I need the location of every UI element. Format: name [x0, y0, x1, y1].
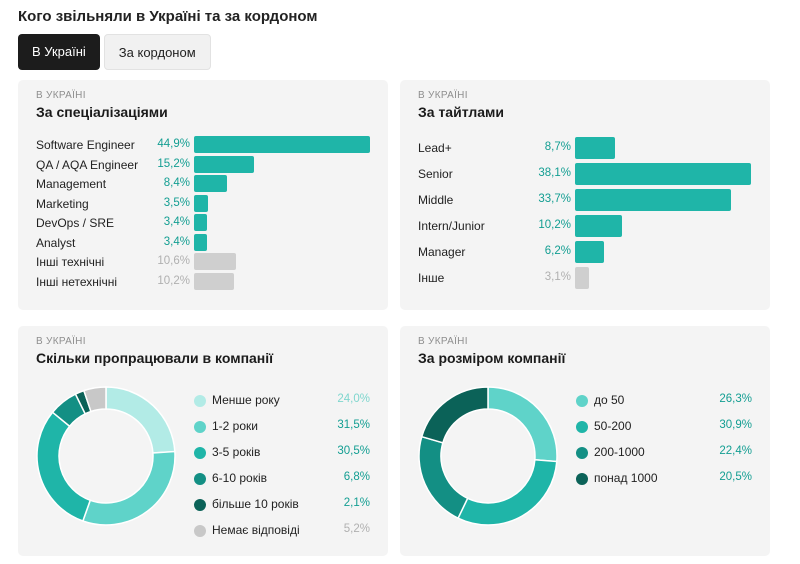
tab-abroad[interactable]: За кордоном [103, 34, 211, 70]
bar [575, 215, 623, 237]
card-title: За спеціалізаціями [36, 104, 168, 120]
legend-value: 20,5% [719, 471, 752, 483]
legend-value: 30,9% [719, 419, 752, 431]
bar [194, 272, 234, 290]
bar-label: Analyst [36, 235, 76, 250]
company-size-card: В Україні За розміром компанії до 50 26,3… [400, 326, 770, 556]
bar-label: Інше [418, 271, 445, 285]
bar [194, 233, 208, 251]
bar [575, 137, 616, 159]
bar [194, 253, 236, 270]
bar-value-label: 15,2% [157, 157, 190, 170]
titles-card: В Україні За тайтлами Lead+ 8,7% Senior 38,… [400, 80, 770, 310]
bar-label: Intern/Junior [418, 219, 485, 233]
donut-slice [36, 411, 92, 522]
legend-value: 5,2% [343, 523, 370, 535]
legend-label: до 50 [594, 393, 625, 407]
bar [194, 136, 370, 153]
card-title: За тайтлами [418, 104, 505, 120]
legend-swatch [576, 473, 588, 485]
bar-value-label: 3,4% [163, 235, 190, 248]
donut-slice [420, 386, 489, 444]
bar [194, 175, 227, 192]
legend-value: 22,4% [719, 445, 752, 457]
bar-label: Marketing [36, 196, 89, 211]
bar-value-label: 10,2% [157, 274, 190, 287]
legend-value: 24,0% [337, 393, 370, 405]
bar-label: DevOps / SRE [36, 216, 115, 230]
legend-value: 2,1% [343, 497, 370, 509]
donut-slice [487, 386, 558, 463]
legend-swatch [194, 421, 206, 433]
card-kicker: В Україні [36, 90, 86, 101]
bar [194, 194, 208, 212]
bar [575, 241, 604, 263]
legend-swatch [194, 395, 206, 407]
bar-label: QA / AQA Engineer [36, 157, 139, 172]
bar-value-label: 44,9% [157, 138, 190, 150]
donut-slice [457, 458, 558, 526]
legend-label: 200-1000 [594, 445, 645, 459]
region-tabs: В Україні За кордоном [18, 34, 211, 70]
legend-value: 6,8% [343, 471, 370, 483]
legend-label: 50-200 [594, 419, 632, 433]
bar-label: Senior [418, 167, 453, 181]
bar-value-label: 8,4% [163, 177, 190, 189]
bar-label: Middle [418, 193, 454, 207]
card-kicker: В Україні [418, 90, 468, 101]
bar [194, 155, 254, 173]
legend-swatch [576, 447, 588, 459]
legend-swatch [576, 421, 588, 433]
legend-value: 26,3% [719, 393, 752, 405]
bar [194, 214, 208, 231]
bar [575, 267, 590, 289]
bar-value-label: 8,7% [544, 141, 571, 153]
bar-value-label: 33,7% [538, 193, 571, 205]
tenure-card: В Україні Скільки пропрацювали в компані… [18, 326, 388, 556]
tab-ukraine[interactable]: В Україні [18, 34, 100, 70]
legend-value: 30,5% [337, 445, 370, 457]
bar [575, 163, 751, 185]
card-kicker: В Україні [36, 336, 86, 347]
bar-value-label: 3,5% [163, 196, 190, 209]
legend-label: 1-2 роки [212, 419, 258, 433]
bar-value-label: 6,2% [544, 245, 571, 257]
legend-label: більше 10 років [212, 497, 299, 511]
bar-value-label: 3,1% [544, 271, 571, 283]
legend-label: 6-10 років [212, 471, 267, 485]
legend-label: Немає відповіді [212, 523, 300, 537]
donut-slice [81, 450, 176, 526]
legend-swatch [194, 447, 206, 459]
donut-chart [418, 386, 558, 526]
legend-swatch [194, 473, 206, 485]
card-kicker: В Україні [418, 336, 468, 347]
bar-value-label: 38,1% [538, 167, 571, 179]
bar-value-label: 10,2% [538, 219, 571, 231]
bar-label: Lead+ [418, 141, 452, 155]
donut-chart [36, 386, 176, 526]
legend-label: 3-5 років [212, 445, 261, 459]
bar-value-label: 10,6% [157, 255, 190, 267]
legend-swatch [576, 395, 588, 407]
bar [575, 189, 731, 211]
bar-label: Management [36, 177, 107, 191]
bar-value-label: 3,4% [163, 216, 190, 228]
legend-label: понад 1000 [594, 471, 658, 485]
legend-swatch [194, 499, 206, 511]
donut-slice [418, 435, 469, 520]
donut-slice [105, 386, 176, 454]
legend-swatch [194, 525, 206, 537]
page-title: Кого звільняли в Україні та за кордоном [18, 8, 318, 25]
legend-value: 31,5% [337, 419, 370, 431]
bar-label: Інші нетехнічні [36, 274, 118, 289]
bar-label: Software Engineer [36, 138, 135, 152]
donut-slice [82, 386, 107, 413]
legend-label: Менше року [212, 393, 280, 407]
card-title: Скільки пропрацювали в компанії [36, 350, 274, 366]
bar-label: Інші технічні [36, 255, 105, 269]
specializations-card: В Україні За спеціалізаціями Software En… [18, 80, 388, 310]
card-title: За розміром компанії [418, 350, 566, 366]
bar-label: Manager [418, 245, 466, 259]
